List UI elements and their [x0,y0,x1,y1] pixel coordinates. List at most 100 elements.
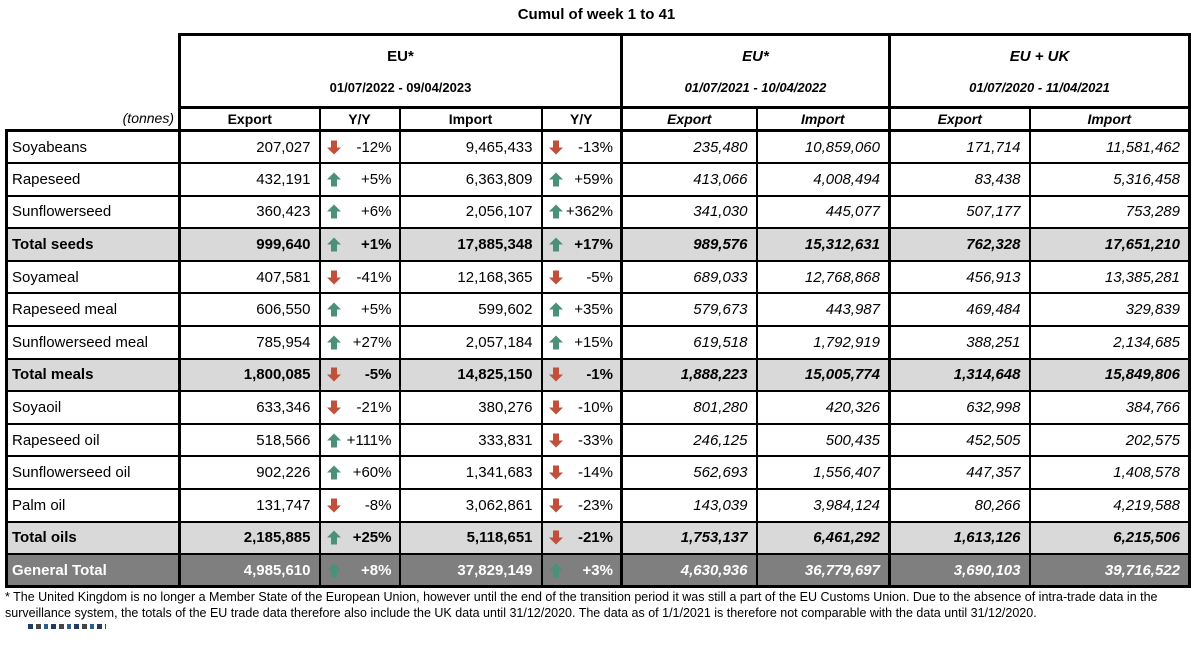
euuk-export-value: 447,357 [888,455,1031,491]
yoy-import-cell: -33% [540,422,623,458]
total-row: Total meals 1,800,085 -5% 14,825,150 -1%… [5,357,1191,393]
import-value: 2,056,107 [398,194,543,230]
export-value: 407,581 [178,259,321,295]
import-value: 17,885,348 [398,227,543,262]
yoy-import-cell: +362% [540,194,623,230]
yoy-import-cell: -5% [540,259,623,295]
yoy-value: -8% [364,496,392,514]
trend-arrow-icon [326,172,341,187]
yoy-value: +3% [582,561,613,579]
yoy-import-cell: +59% [540,162,623,197]
yoy-import-cell: +15% [540,325,623,360]
trend-arrow-icon [326,400,341,415]
trend-arrow-icon [326,270,341,285]
row-label: Soyabeans [5,129,181,165]
trend-arrow-icon [548,302,563,317]
import-value: 37,829,149 [398,553,543,589]
export-value: 360,423 [178,194,321,230]
import-value: 5,118,651 [398,520,543,556]
import-value: 3,062,861 [398,488,543,523]
prev-export-value: 619,518 [620,325,758,360]
import-value: 380,276 [398,390,543,425]
trend-arrow-icon [548,530,563,545]
row-label: Sunflowerseed [5,194,181,230]
col-header-import-euuk: Import [1028,106,1191,132]
euuk-export-value: 632,998 [888,390,1031,425]
trend-arrow-icon [326,498,341,513]
trend-arrow-icon [326,302,341,317]
trend-arrow-icon [326,237,341,252]
yoy-value: -41% [356,268,392,286]
trend-arrow-icon [326,530,341,545]
table-row: Rapeseed oil 518,566 +111% 333,831 -33% … [5,422,1191,458]
yoy-value: +111% [346,431,392,449]
euuk-export-value: 762,328 [888,227,1031,262]
row-label: Palm oil [5,488,181,523]
import-value: 12,168,365 [398,259,543,295]
yoy-value: +59% [574,170,613,188]
export-value: 432,191 [178,162,321,197]
col-header-yoy: Y/Y [318,106,401,132]
prev-export-value: 579,673 [620,292,758,328]
yoy-value: +17% [574,236,613,254]
yoy-export-cell: +27% [318,325,401,360]
yoy-value: +15% [574,333,613,351]
export-value: 1,800,085 [178,357,321,393]
export-value: 785,954 [178,325,321,360]
row-label: General Total [5,553,181,589]
trend-arrow-icon [548,270,563,285]
prev-import-value: 6,461,292 [755,520,891,556]
yoy-import-cell: -14% [540,455,623,491]
yoy-export-cell: +25% [318,520,401,556]
yoy-value: -21% [577,529,613,547]
export-value: 2,185,885 [178,520,321,556]
group-name: EU* [387,47,414,65]
footnote: * The United Kingdom is no longer a Memb… [5,590,1158,620]
euuk-import-value: 753,289 [1028,194,1191,230]
euuk-import-value: 15,849,806 [1028,357,1191,393]
yoy-value: -14% [577,464,613,482]
table-row: Sunflowerseed oil 902,226 +60% 1,341,683… [5,455,1191,491]
table-row: Soyaoil 633,346 -21% 380,276 -10% 801,28… [5,390,1191,425]
trend-arrow-icon [326,335,341,350]
group-name: EU* [742,47,769,65]
trend-arrow-icon [548,204,563,219]
trend-arrow-icon [548,465,563,480]
euuk-export-value: 507,177 [888,194,1031,230]
row-label: Sunflowerseed oil [5,455,181,491]
row-label: Total seeds [5,227,181,262]
yoy-export-cell: -5% [318,357,401,393]
prev-export-value: 689,033 [620,259,758,295]
prev-import-value: 445,077 [755,194,891,230]
col-header-yoy: Y/Y [540,106,623,132]
prev-export-value: 413,066 [620,162,758,197]
euuk-import-value: 13,385,281 [1028,259,1191,295]
row-label: Total oils [5,520,181,556]
yoy-export-cell: -12% [318,129,401,165]
yoy-import-cell: -1% [540,357,623,393]
yoy-value: +1% [361,236,392,254]
yoy-value: +35% [574,301,613,319]
euuk-import-value: 5,316,458 [1028,162,1191,197]
euuk-import-value: 202,575 [1028,422,1191,458]
trade-table: EU* 01/07/2022 - 09/04/2023 EU* 01/07/20… [5,33,1191,589]
euuk-export-value: 469,484 [888,292,1031,328]
row-label: Rapeseed [5,162,181,197]
yoy-value: -23% [577,496,613,514]
import-value: 599,602 [398,292,543,328]
prev-import-value: 10,859,060 [755,129,891,165]
yoy-value: +60% [352,464,392,482]
group-header-eu-previous: EU* 01/07/2021 - 10/04/2022 [620,33,891,109]
yoy-value: -1% [586,366,613,384]
header-spacer [6,34,180,108]
prev-import-value: 36,779,697 [755,553,891,589]
prev-import-value: 500,435 [755,422,891,458]
euuk-export-value: 171,714 [888,129,1031,165]
total-row: Total oils 2,185,885 +25% 5,118,651 -21%… [5,520,1191,556]
general-total-row: General Total 4,985,610 +8% 37,829,149 +… [5,553,1191,589]
yoy-value: -21% [356,399,392,417]
trend-arrow-icon [548,367,563,382]
row-label: Sunflowerseed meal [5,325,181,360]
euuk-export-value: 456,913 [888,259,1031,295]
euuk-export-value: 3,690,103 [888,553,1031,589]
